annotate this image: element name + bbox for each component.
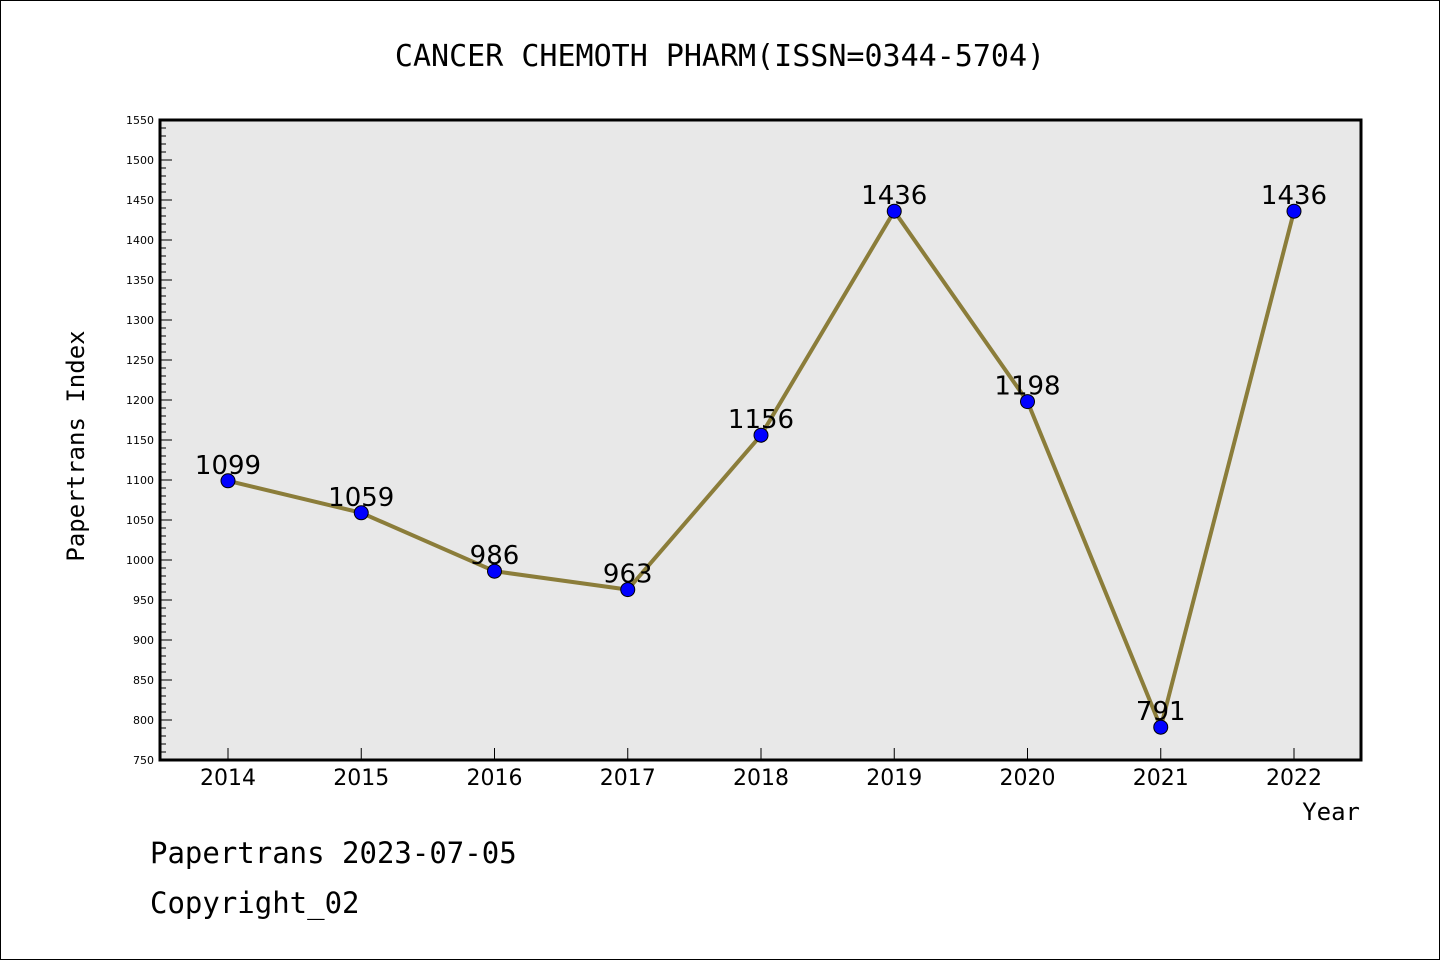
y-tick-label: 1550 [126,114,154,127]
y-axis: 750 800 850 900 950 1000 1050 1100 1150 1200 1250 1… [126,114,172,767]
data-label: 1156 [728,405,794,435]
x-tick-label: 2014 [200,766,256,791]
y-tick-label: 850 [133,674,154,687]
footer-date: Papertrans 2023-07-05 [150,836,517,870]
y-tick-label: 800 [133,714,154,727]
data-point [886,203,902,219]
footer-copyright: Copyright_02 [150,886,360,920]
x-tick-label: 2020 [1000,766,1056,791]
x-tick-label: 2015 [333,766,389,791]
y-tick-label: 1450 [126,194,154,207]
x-axis: 2014 2015 2016 2017 2018 2019 2020 2021 2022 [200,748,1322,791]
x-tick-label: 2016 [467,766,523,791]
x-tick-label: 2021 [1133,766,1189,791]
data-point [353,505,369,521]
y-tick-label: 950 [133,594,154,607]
y-tick-label: 750 [133,754,154,767]
y-tick-label: 1300 [126,314,154,327]
data-label: 986 [470,541,520,571]
data-point [220,473,236,489]
data-point [1020,394,1035,410]
data-label: 1059 [328,483,394,513]
x-tick-label: 2019 [866,766,922,791]
x-tick-label: 2018 [733,766,789,791]
data-label: 791 [1136,697,1186,727]
data-point [753,427,769,443]
y-tick-label: 1350 [126,274,154,287]
data-label: 963 [603,560,653,590]
data-point [620,582,636,598]
y-tick-label: 1400 [126,234,154,247]
data-label: 1198 [994,372,1060,402]
data-point [487,563,502,579]
y-tick-label: 1000 [126,554,154,567]
data-point [1153,719,1169,735]
data-point [1286,203,1302,219]
y-tick-label: 1050 [126,514,154,527]
y-tick-label: 1100 [126,474,154,487]
x-tick-label: 2017 [600,766,656,791]
y-tick-label: 1250 [126,354,154,367]
chart-title: CANCER CHEMOTH PHARM(ISSN=0344-5704) [395,39,1045,74]
y-tick-label: 1150 [126,434,154,447]
plot-border [158,118,1363,762]
y-tick-label: 1200 [126,394,154,407]
data-label: 1436 [1261,181,1327,211]
x-tick-label: 2022 [1266,766,1322,791]
series-layer: 1099 1059 986 963 1156 1436 1198 791 1436 [195,181,1327,735]
x-axis-label: Year [1302,798,1360,826]
y-tick-label: 900 [133,634,154,647]
y-tick-label: 1500 [126,154,154,167]
data-label: 1099 [195,451,261,481]
data-label: 1436 [861,181,927,211]
y-axis-label: Papertrans Index [62,330,90,561]
